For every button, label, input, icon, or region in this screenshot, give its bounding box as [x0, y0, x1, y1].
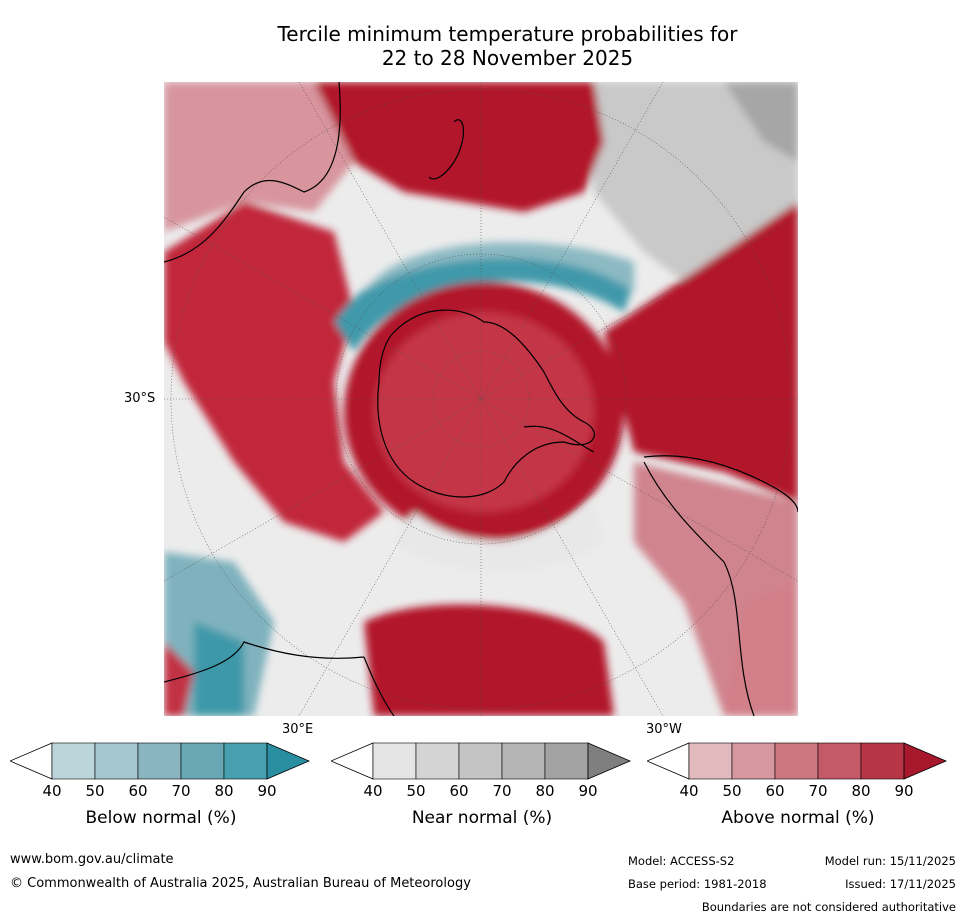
below-normal-ring	[334, 247, 634, 352]
colorbar-extend-low	[8, 742, 53, 780]
colorbar-3	[645, 742, 949, 786]
title-line-2: 22 to 28 November 2025	[381, 46, 634, 70]
above-normal-east	[604, 202, 798, 502]
colorbar-swatch	[774, 742, 819, 780]
above-normal-northwest	[164, 82, 354, 232]
colorbar-tick-label: 70	[808, 782, 828, 800]
colorbar-swatches	[329, 742, 632, 780]
colorbar-tick-label: 60	[449, 782, 469, 800]
map-title: Tercile minimum temperature probabilitie…	[0, 22, 965, 70]
colorbar-swatch	[458, 742, 503, 780]
colorbar-swatch	[501, 742, 546, 780]
colorbar-tick-label: 90	[578, 782, 598, 800]
lon-label-30e: 30°E	[282, 722, 314, 737]
colorbar-title: Below normal (%)	[85, 808, 237, 828]
colorbar-tick-label: 40	[679, 782, 699, 800]
above-normal-south	[364, 604, 614, 716]
lon-label-30w: 30°W	[646, 722, 682, 737]
colorbar-tick-label: 80	[535, 782, 555, 800]
colorbar-tick-label: 50	[85, 782, 105, 800]
above-normal-west	[164, 202, 384, 542]
colorbar-swatches	[645, 742, 948, 780]
issued-date: Issued: 17/11/2025	[845, 877, 956, 891]
colorbar-swatch	[180, 742, 225, 780]
colorbar-swatch	[860, 742, 905, 780]
colorbar-swatch	[688, 742, 733, 780]
copyright-text: © Commonwealth of Australia 2025, Austra…	[10, 876, 471, 891]
title-line-1: Tercile minimum temperature probabilitie…	[277, 22, 738, 46]
colorbar-swatch	[817, 742, 862, 780]
model-name: Model: ACCESS-S2	[628, 854, 735, 868]
base-period: Base period: 1981-2018	[628, 877, 767, 891]
colorbar-swatch	[415, 742, 460, 780]
above-normal-top	[314, 82, 604, 212]
boundaries-disclaimer: Boundaries are not considered authoritat…	[701, 900, 956, 914]
near-normal-swirl	[394, 502, 604, 572]
colorbar-title: Above normal (%)	[721, 808, 875, 828]
colorbar-swatch	[731, 742, 776, 780]
colorbar-tick-label: 80	[851, 782, 871, 800]
colorbar-swatch	[223, 742, 268, 780]
colorbar-tick-label: 90	[257, 782, 277, 800]
colorbar-extend-low	[645, 742, 690, 780]
colorbar-tick-label: 60	[765, 782, 785, 800]
colorbar-swatch	[372, 742, 417, 780]
coastlines	[164, 82, 798, 716]
colorbar-extend-high	[587, 742, 632, 780]
colorbar-extend-high	[903, 742, 948, 780]
colorbar-tick-label: 50	[722, 782, 742, 800]
colorbar-tick-label: 50	[406, 782, 426, 800]
colorbar-swatches	[8, 742, 311, 780]
colorbar-title: Near normal (%)	[411, 808, 553, 828]
probability-map	[164, 82, 798, 716]
colorbar-swatch	[544, 742, 589, 780]
colorbar-tick-label: 90	[894, 782, 914, 800]
colorbar-extend-low	[329, 742, 374, 780]
colorbar-swatch	[51, 742, 96, 780]
colorbar-tick-label: 80	[214, 782, 234, 800]
colorbar-swatch	[137, 742, 182, 780]
lat-label-30s: 30°S	[124, 391, 156, 406]
colorbar-tick-label: 70	[492, 782, 512, 800]
colorbar-tick-label: 70	[171, 782, 191, 800]
colorbar-tick-label: 60	[128, 782, 148, 800]
colorbar-extend-high	[266, 742, 311, 780]
near-normal-dark-region	[724, 82, 798, 162]
graticule	[164, 82, 798, 716]
colorbar-2	[329, 742, 633, 786]
colorbar-swatch	[94, 742, 139, 780]
model-run-date: Model run: 15/11/2025	[824, 854, 956, 868]
colorbar-1	[8, 742, 312, 786]
below-normal-ring-light	[364, 242, 634, 292]
colorbar-tick-label: 40	[42, 782, 62, 800]
website-link[interactable]: www.bom.gov.au/climate	[10, 852, 174, 867]
colorbar-tick-label: 40	[363, 782, 383, 800]
